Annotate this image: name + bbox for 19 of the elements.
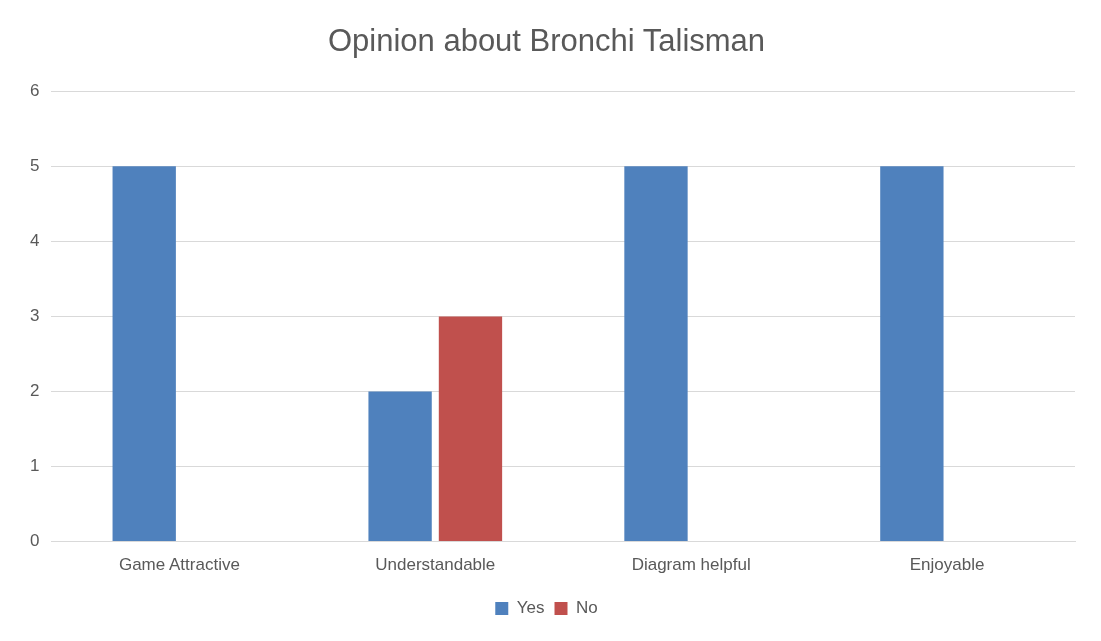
y-tick-label: 1 [29, 456, 40, 476]
y-tick-label: 2 [29, 381, 40, 401]
y-tick-label: 6 [29, 80, 40, 100]
bar [112, 166, 176, 542]
legend-label: No [576, 598, 598, 618]
y-tick-label: 4 [29, 231, 40, 251]
x-tick-label: Game Attractive [118, 555, 240, 575]
bar [624, 166, 688, 542]
y-tick-label: 3 [29, 306, 40, 326]
x-tick-label: Enjoyable [909, 555, 985, 575]
y-tick-label: 5 [29, 155, 40, 175]
bar [438, 316, 503, 542]
chart-title: Opinion about Bronchi Talisman [327, 23, 766, 59]
legend-label: Yes [516, 598, 545, 618]
x-tick-label: Diagram helpful [631, 555, 751, 575]
bar [368, 391, 432, 542]
bar [880, 166, 944, 542]
x-tick-label: Understandable [375, 555, 496, 575]
y-tick-label: 0 [29, 531, 40, 551]
